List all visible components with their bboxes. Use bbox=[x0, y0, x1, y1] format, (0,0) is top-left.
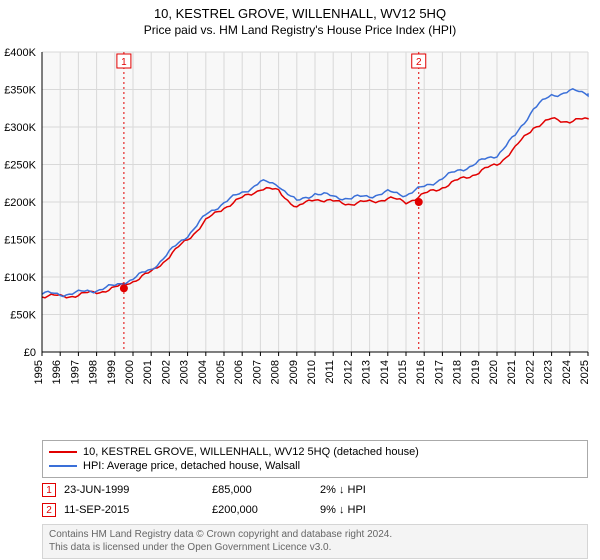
legend-label: 10, KESTREL GROVE, WILLENHALL, WV12 5HQ … bbox=[83, 446, 419, 458]
svg-text:2010: 2010 bbox=[306, 360, 318, 384]
transaction-marker: 2 bbox=[42, 503, 56, 517]
svg-text:2009: 2009 bbox=[288, 360, 300, 384]
legend-item: 10, KESTREL GROVE, WILLENHALL, WV12 5HQ … bbox=[49, 445, 581, 459]
svg-text:£300K: £300K bbox=[4, 122, 36, 134]
svg-text:2017: 2017 bbox=[433, 360, 445, 384]
svg-text:2002: 2002 bbox=[160, 360, 172, 384]
svg-text:2021: 2021 bbox=[506, 360, 518, 384]
legend-label: HPI: Average price, detached house, Wals… bbox=[83, 460, 300, 472]
transaction-price: £85,000 bbox=[212, 484, 312, 496]
svg-text:2001: 2001 bbox=[142, 360, 154, 384]
svg-text:2020: 2020 bbox=[488, 360, 500, 384]
svg-text:2022: 2022 bbox=[524, 360, 536, 384]
chart-title: 10, KESTREL GROVE, WILLENHALL, WV12 5HQ bbox=[0, 0, 600, 21]
legend-item: HPI: Average price, detached house, Wals… bbox=[49, 459, 581, 473]
svg-text:£250K: £250K bbox=[4, 160, 36, 172]
svg-text:1996: 1996 bbox=[51, 360, 63, 384]
svg-text:2007: 2007 bbox=[251, 360, 263, 384]
svg-text:2011: 2011 bbox=[324, 360, 336, 384]
svg-text:2024: 2024 bbox=[561, 360, 573, 384]
transaction-row: 2 11-SEP-2015 £200,000 9% ↓ HPI bbox=[42, 500, 588, 520]
svg-text:£350K: £350K bbox=[4, 85, 36, 97]
svg-text:1: 1 bbox=[121, 57, 127, 68]
svg-text:£0: £0 bbox=[24, 347, 36, 359]
svg-text:2006: 2006 bbox=[233, 360, 245, 384]
svg-text:2000: 2000 bbox=[124, 360, 136, 384]
footer: Contains HM Land Registry data © Crown c… bbox=[42, 524, 588, 559]
svg-text:£50K: £50K bbox=[10, 310, 36, 322]
svg-text:2008: 2008 bbox=[270, 360, 282, 384]
svg-text:2014: 2014 bbox=[379, 360, 391, 384]
svg-text:2019: 2019 bbox=[470, 360, 482, 384]
legend: 10, KESTREL GROVE, WILLENHALL, WV12 5HQ … bbox=[42, 440, 588, 478]
transaction-price: £200,000 bbox=[212, 504, 312, 516]
transaction-marker: 1 bbox=[42, 483, 56, 497]
svg-text:£200K: £200K bbox=[4, 197, 36, 209]
svg-text:2025: 2025 bbox=[579, 360, 591, 384]
svg-text:£400K: £400K bbox=[4, 47, 36, 59]
svg-text:2012: 2012 bbox=[342, 360, 354, 384]
svg-text:2016: 2016 bbox=[415, 360, 427, 384]
svg-text:£100K: £100K bbox=[4, 272, 36, 284]
transactions-table: 1 23-JUN-1999 £85,000 2% ↓ HPI 2 11-SEP-… bbox=[42, 480, 588, 520]
svg-text:1997: 1997 bbox=[69, 360, 81, 384]
transaction-diff: 9% ↓ HPI bbox=[320, 504, 420, 516]
svg-text:2018: 2018 bbox=[452, 360, 464, 384]
svg-text:2015: 2015 bbox=[397, 360, 409, 384]
svg-text:1999: 1999 bbox=[106, 360, 118, 384]
svg-text:2005: 2005 bbox=[215, 360, 227, 384]
transaction-diff: 2% ↓ HPI bbox=[320, 484, 420, 496]
transaction-row: 1 23-JUN-1999 £85,000 2% ↓ HPI bbox=[42, 480, 588, 500]
chart-subtitle: Price paid vs. HM Land Registry's House … bbox=[0, 21, 600, 37]
svg-text:2013: 2013 bbox=[361, 360, 373, 384]
svg-text:2004: 2004 bbox=[197, 360, 209, 384]
transaction-date: 11-SEP-2015 bbox=[64, 504, 204, 516]
svg-text:2003: 2003 bbox=[179, 360, 191, 384]
svg-text:1998: 1998 bbox=[88, 360, 100, 384]
chart-container: 10, KESTREL GROVE, WILLENHALL, WV12 5HQ … bbox=[0, 0, 600, 560]
legend-swatch bbox=[49, 465, 77, 467]
chart-svg: £0£50K£100K£150K£200K£250K£300K£350K£400… bbox=[42, 52, 588, 400]
svg-text:2023: 2023 bbox=[543, 360, 555, 384]
svg-text:2: 2 bbox=[416, 57, 422, 68]
svg-text:£150K: £150K bbox=[4, 235, 36, 247]
legend-swatch bbox=[49, 451, 77, 453]
footer-line: Contains HM Land Registry data © Crown c… bbox=[49, 529, 581, 542]
chart-area: £0£50K£100K£150K£200K£250K£300K£350K£400… bbox=[42, 52, 588, 400]
svg-text:1995: 1995 bbox=[33, 360, 45, 384]
transaction-date: 23-JUN-1999 bbox=[64, 484, 204, 496]
footer-line: This data is licensed under the Open Gov… bbox=[49, 542, 581, 555]
